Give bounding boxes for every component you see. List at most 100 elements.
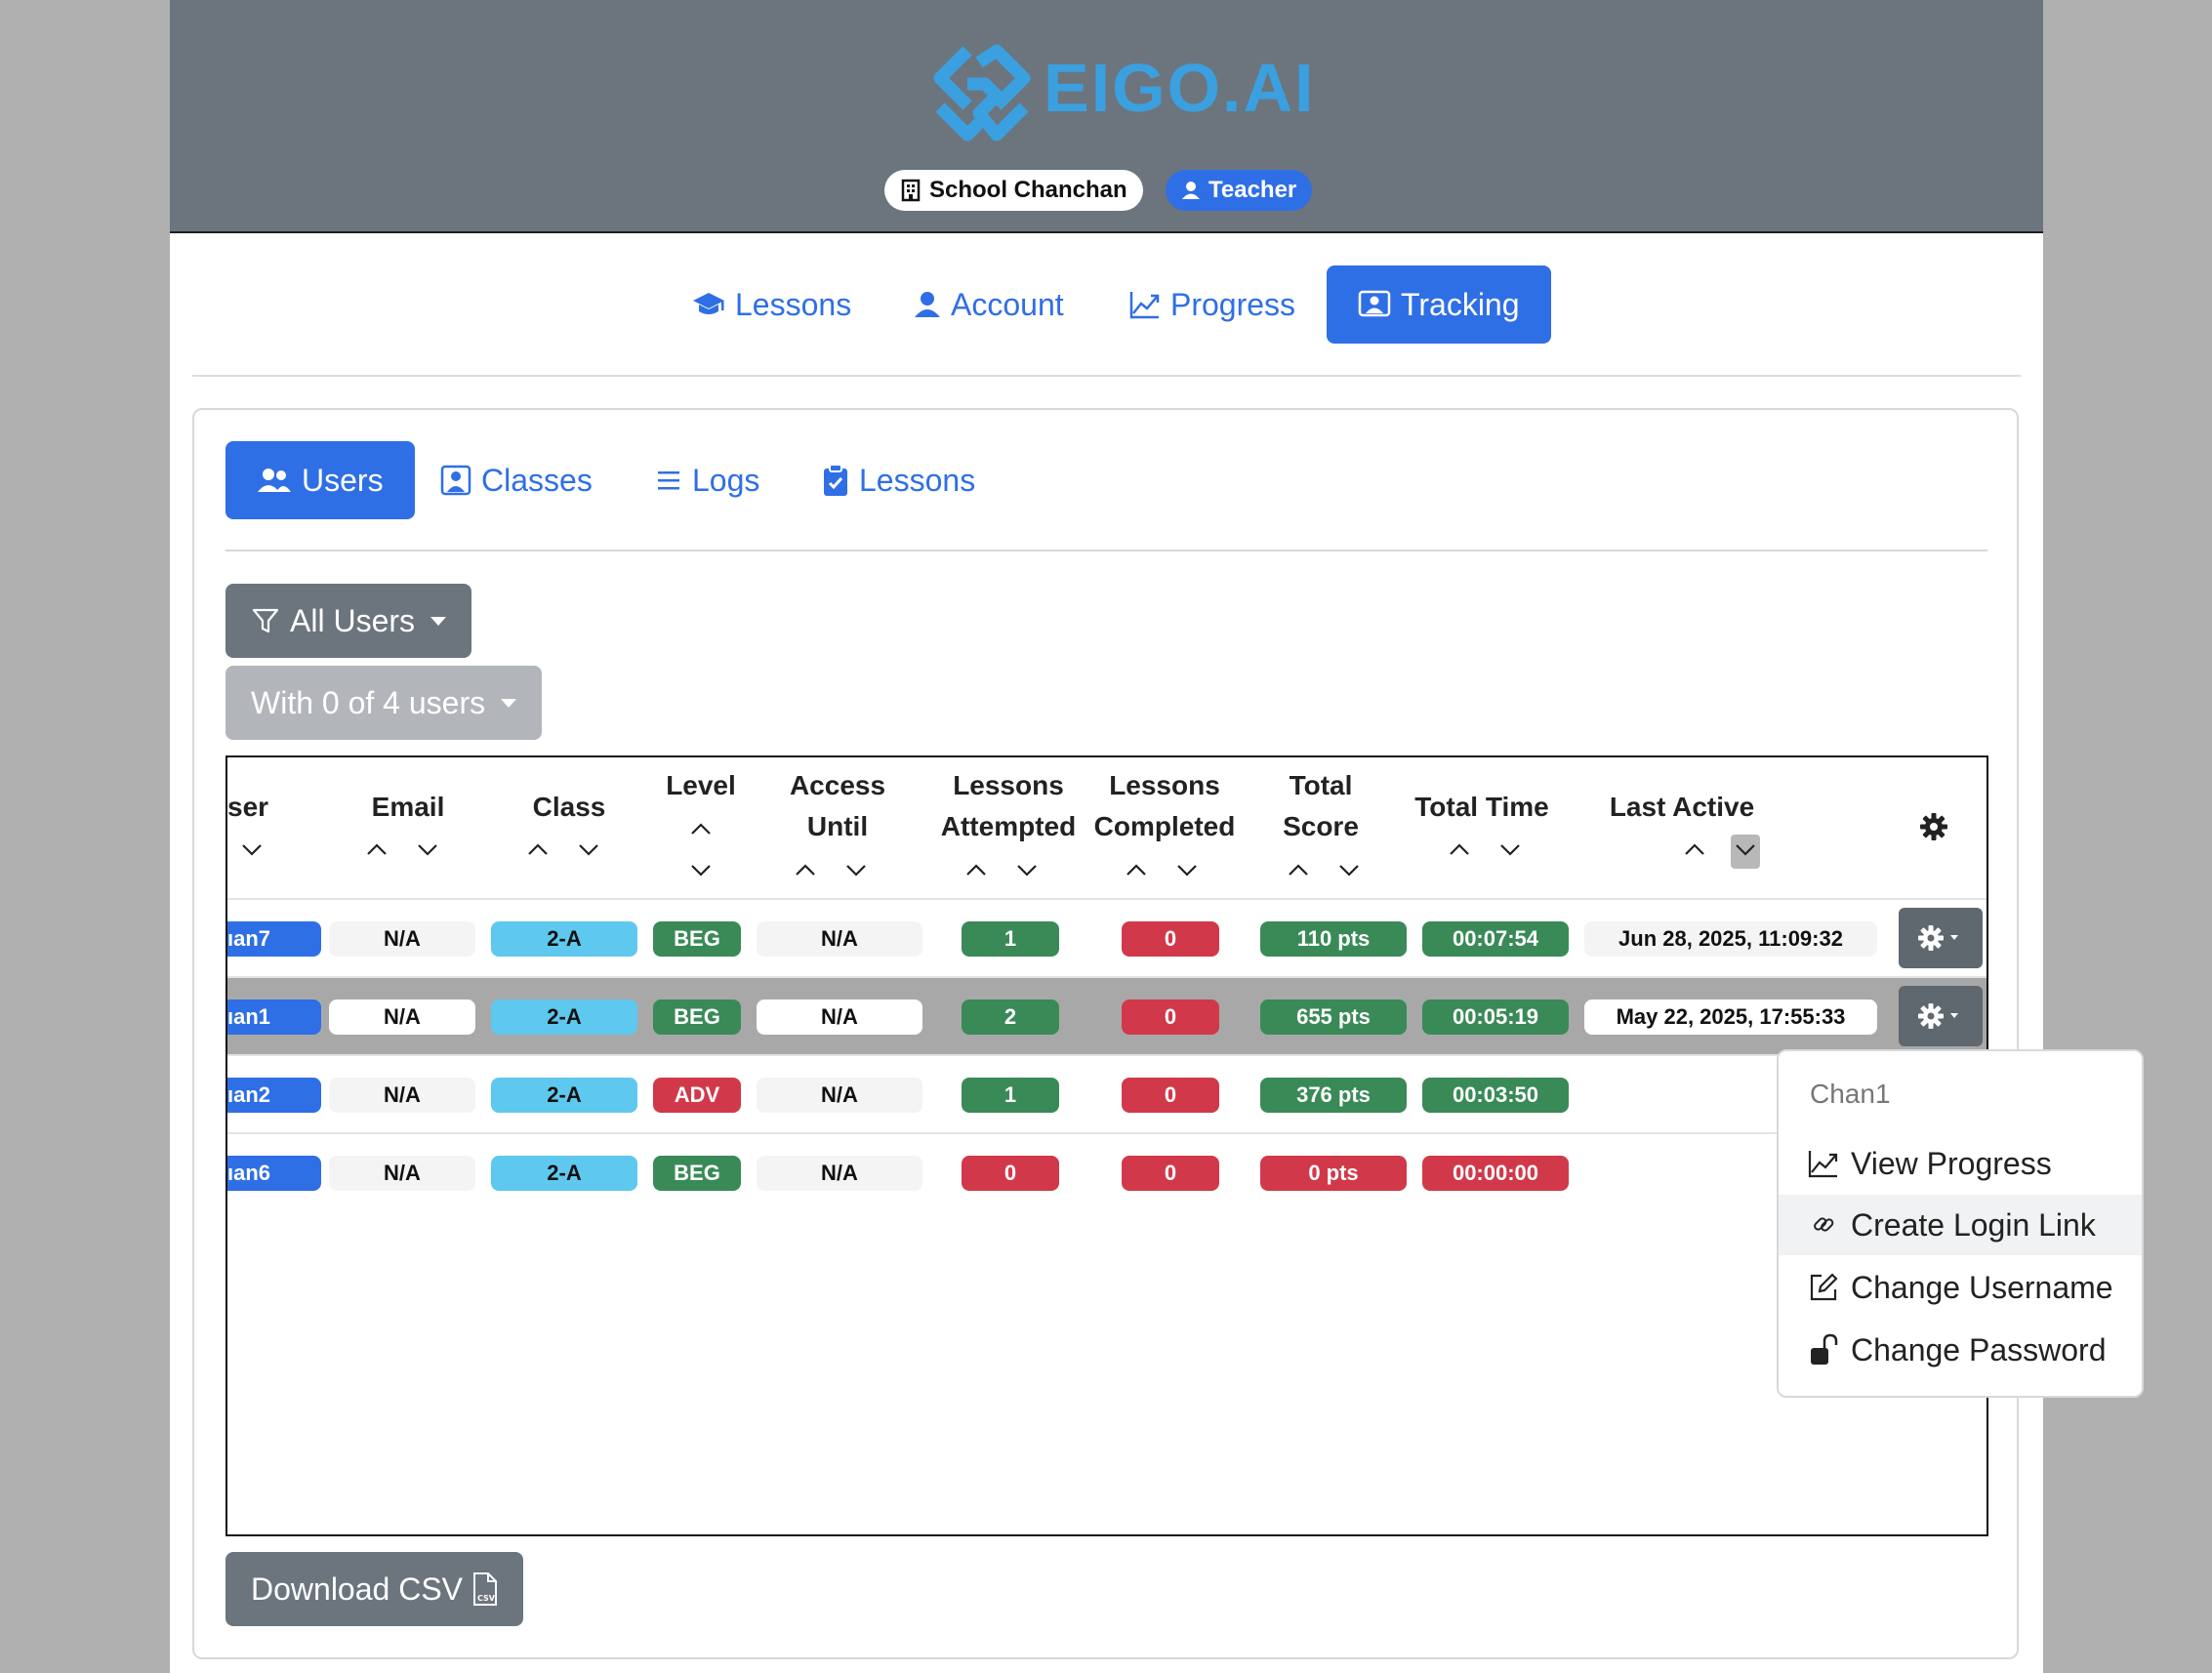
sort-descending-icon[interactable] bbox=[574, 835, 603, 869]
sort-descending-icon[interactable] bbox=[1012, 855, 1042, 889]
row-actions-button[interactable] bbox=[1899, 908, 1983, 968]
person-icon bbox=[915, 292, 940, 317]
sort-controls bbox=[1445, 835, 1525, 869]
menu-create-login-link[interactable]: Create Login Link bbox=[1779, 1195, 2142, 1255]
person-icon bbox=[1182, 182, 1200, 199]
user-badge[interactable]: ıan2 bbox=[227, 1078, 321, 1113]
total-score-badge: 110 pts bbox=[1260, 921, 1407, 957]
nav-lessons[interactable]: Lessons bbox=[692, 265, 851, 344]
total-score-badge: 0 pts bbox=[1260, 1156, 1407, 1191]
menu-view-progress[interactable]: View Progress bbox=[1779, 1133, 2142, 1194]
nav-account-label: Account bbox=[951, 286, 1064, 322]
user-badge[interactable]: ıan6 bbox=[227, 1156, 321, 1191]
table-row[interactable]: ıan6 N/A 2-A BEG N/A 0 0 0 pts 00:00:00 bbox=[227, 1132, 1987, 1212]
sort-descending-icon[interactable] bbox=[841, 855, 871, 889]
total-score-badge: 376 pts bbox=[1260, 1078, 1407, 1113]
col-level[interactable]: Level bbox=[647, 765, 755, 806]
sort-ascending-icon[interactable] bbox=[686, 814, 716, 848]
nav-progress[interactable]: Progress bbox=[1129, 265, 1295, 344]
menu-change-username-label: Change Username bbox=[1851, 1269, 2113, 1305]
table-row[interactable]: ıan7 N/A 2-A BEG N/A 1 0 110 pts 00:07:54 Jun 28,… bbox=[227, 898, 1987, 978]
col-last-active[interactable]: Last Active bbox=[1570, 787, 1794, 828]
sort-ascending-icon[interactable] bbox=[962, 855, 991, 889]
lessons-completed-badge: 0 bbox=[1122, 921, 1219, 957]
sort-descending-icon[interactable] bbox=[1731, 835, 1760, 869]
col-user[interactable]: ser bbox=[227, 787, 276, 828]
row-actions-button[interactable] bbox=[1899, 986, 1983, 1046]
tracking-card bbox=[192, 408, 2019, 1659]
access-until-cell: N/A bbox=[757, 921, 922, 957]
person-badge-icon bbox=[1358, 290, 1391, 317]
col-email-label: Email bbox=[371, 792, 445, 822]
sort-ascending-icon[interactable] bbox=[1284, 855, 1313, 889]
graph-up-icon bbox=[1129, 292, 1160, 319]
tab-classes[interactable]: Classes bbox=[440, 441, 593, 519]
graduation-cap-icon bbox=[693, 293, 724, 314]
role-name: Teacher bbox=[1208, 177, 1297, 203]
sort-descending-icon[interactable] bbox=[686, 855, 716, 889]
row-actions-menu: Chan1 View Progress Create Login Link Ch… bbox=[1777, 1049, 2144, 1398]
col-completed-label-2: Completed bbox=[1093, 811, 1236, 841]
user-badge[interactable]: ıan7 bbox=[227, 921, 321, 957]
download-csv-button[interactable]: Download CSV CSV bbox=[225, 1552, 523, 1626]
user-filter-label: All Users bbox=[290, 602, 416, 638]
sort-controls bbox=[686, 814, 716, 848]
last-active-cell: Jun 28, 2025, 11:09:32 bbox=[1584, 921, 1877, 957]
tab-lessons[interactable]: Lessons bbox=[822, 441, 975, 519]
col-completed[interactable]: Lessons Completed bbox=[1086, 765, 1243, 847]
tab-divider bbox=[225, 550, 1987, 551]
total-score-badge: 655 pts bbox=[1260, 1000, 1407, 1035]
level-badge: BEG bbox=[653, 1000, 741, 1035]
sort-descending-icon[interactable] bbox=[1334, 855, 1364, 889]
col-attempted[interactable]: Lessons Attempted bbox=[921, 765, 1096, 847]
sort-descending-icon[interactable] bbox=[1495, 835, 1525, 869]
menu-change-password-label: Change Password bbox=[1851, 1331, 2107, 1367]
lessons-completed-badge: 0 bbox=[1122, 1000, 1219, 1035]
sort-ascending-icon[interactable] bbox=[1122, 855, 1151, 889]
column-settings-gear-icon[interactable] bbox=[1919, 812, 1948, 841]
tab-users[interactable]: Users bbox=[225, 441, 415, 519]
sort-ascending-icon[interactable] bbox=[362, 835, 391, 869]
user-badge[interactable]: ıan1 bbox=[227, 1000, 321, 1035]
access-until-cell: N/A bbox=[757, 1156, 922, 1191]
menu-create-login-link-label: Create Login Link bbox=[1851, 1206, 2096, 1243]
table-row[interactable]: ıan2 N/A 2-A ADV N/A 1 0 376 pts 00:03:50 bbox=[227, 1054, 1987, 1134]
link-icon bbox=[1814, 1217, 1834, 1232]
nav-divider bbox=[192, 375, 2021, 377]
email-cell: N/A bbox=[329, 1078, 475, 1113]
access-until-cell: N/A bbox=[757, 1000, 922, 1035]
col-class[interactable]: Class bbox=[506, 787, 633, 828]
menu-change-password[interactable]: Change Password bbox=[1779, 1320, 2142, 1380]
chevron-down-icon bbox=[501, 698, 517, 708]
sort-ascending-icon[interactable] bbox=[1680, 835, 1709, 869]
lessons-completed-badge: 0 bbox=[1122, 1156, 1219, 1191]
nav-progress-label: Progress bbox=[1170, 286, 1296, 322]
sort-ascending-icon[interactable] bbox=[523, 835, 553, 869]
people-icon bbox=[258, 469, 291, 492]
tab-logs[interactable]: Logs bbox=[655, 441, 759, 519]
user-filter-dropdown[interactable]: All Users bbox=[225, 584, 472, 658]
app-header: EIGO.AI School Chanchan Teacher bbox=[170, 0, 2043, 233]
table-row[interactable]: ıan1 N/A 2-A BEG N/A 2 0 655 pts 00:05:19 May 22,… bbox=[227, 976, 1987, 1056]
chevron-down-icon bbox=[430, 616, 447, 626]
sort-controls bbox=[523, 835, 603, 869]
sort-descending-icon[interactable] bbox=[1172, 855, 1202, 889]
sort-descending-icon[interactable] bbox=[237, 835, 266, 869]
sort-ascending-icon[interactable] bbox=[1445, 835, 1474, 869]
col-email[interactable]: Email bbox=[345, 787, 471, 828]
nav-account[interactable]: Account bbox=[914, 265, 1064, 344]
col-time[interactable]: Total Time bbox=[1399, 787, 1565, 828]
col-score[interactable]: Total Score bbox=[1252, 765, 1389, 847]
bulk-selection-dropdown[interactable]: With 0 of 4 users bbox=[225, 666, 543, 740]
gear-icon bbox=[1918, 925, 1958, 951]
school-badge: School Chanchan bbox=[884, 170, 1143, 211]
sort-controls bbox=[237, 835, 266, 869]
eigo-logo[interactable]: EIGO.AI bbox=[928, 39, 1313, 146]
sort-ascending-icon[interactable] bbox=[791, 855, 820, 889]
sort-descending-icon[interactable] bbox=[413, 835, 442, 869]
class-badge: 2-A bbox=[491, 1078, 637, 1113]
nav-tracking[interactable]: Tracking bbox=[1327, 265, 1551, 344]
menu-view-progress-label: View Progress bbox=[1851, 1145, 2052, 1181]
col-access[interactable]: Access Until bbox=[755, 765, 921, 847]
menu-change-username[interactable]: Change Username bbox=[1779, 1257, 2142, 1318]
